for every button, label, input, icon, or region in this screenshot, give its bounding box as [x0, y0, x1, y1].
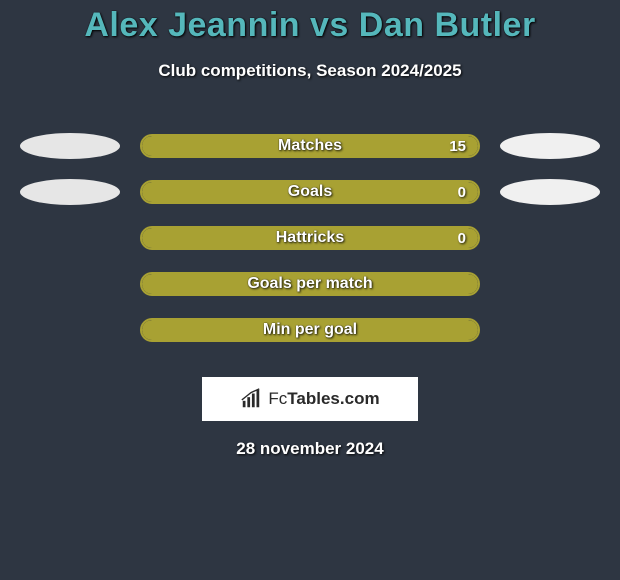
- logo: FcTables.com: [202, 377, 418, 421]
- row-spacer: [500, 271, 600, 297]
- row-spacer: [500, 225, 600, 251]
- stat-bar: Min per goal: [140, 318, 480, 342]
- comparison-card: Alex Jeannin vs Dan Butler Club competit…: [0, 0, 620, 580]
- stat-bar-label: Hattricks: [276, 229, 344, 247]
- player-oval-right: [500, 179, 600, 205]
- stat-bar: Hattricks 0: [140, 226, 480, 250]
- stat-bar-value: 0: [458, 230, 466, 247]
- stat-bar-label: Matches: [278, 137, 342, 155]
- subtitle: Club competitions, Season 2024/2025: [0, 61, 620, 81]
- logo-text: FcTables.com: [268, 389, 379, 409]
- row-spacer: [500, 317, 600, 343]
- stat-rows: Matches 15 Goals 0 Hattricks 0: [0, 123, 620, 353]
- stat-row-hattricks: Hattricks 0: [0, 215, 620, 261]
- stat-bar: Goals per match: [140, 272, 480, 296]
- logo-text-main: Tables.com: [287, 389, 379, 408]
- stat-bar-value: 15: [449, 138, 466, 155]
- player-oval-left: [20, 179, 120, 205]
- logo-text-prefix: Fc: [268, 389, 287, 408]
- stat-bar: Goals 0: [140, 180, 480, 204]
- row-spacer: [20, 317, 120, 343]
- stat-bar-label: Goals per match: [247, 275, 372, 293]
- stat-row-goals: Goals 0: [0, 169, 620, 215]
- player-oval-left: [20, 133, 120, 159]
- row-spacer: [20, 225, 120, 251]
- player-oval-right: [500, 133, 600, 159]
- row-spacer: [20, 271, 120, 297]
- stat-bar-label: Min per goal: [263, 321, 357, 339]
- stat-bar-label: Goals: [288, 183, 332, 201]
- stat-row-goals-per-match: Goals per match: [0, 261, 620, 307]
- date-label: 28 november 2024: [0, 439, 620, 459]
- bar-chart-icon: [240, 388, 262, 410]
- stat-row-matches: Matches 15: [0, 123, 620, 169]
- page-title: Alex Jeannin vs Dan Butler: [0, 6, 620, 45]
- stat-bar-value: 0: [458, 184, 466, 201]
- stat-bar: Matches 15: [140, 134, 480, 158]
- stat-row-min-per-goal: Min per goal: [0, 307, 620, 353]
